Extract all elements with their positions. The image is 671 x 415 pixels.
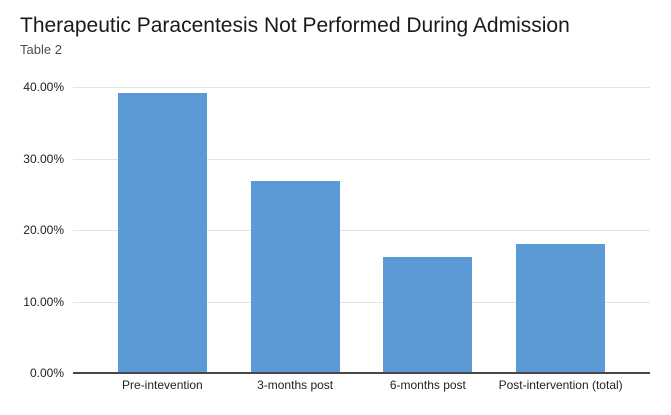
x-tick-label: 6-months post bbox=[389, 378, 466, 392]
chart-subtitle: Table 2 bbox=[20, 42, 62, 57]
bar-slot bbox=[229, 87, 362, 373]
plot-area bbox=[73, 87, 650, 374]
y-tick-label: 30.00% bbox=[23, 151, 64, 166]
gridline bbox=[73, 87, 650, 88]
gridline bbox=[73, 230, 650, 231]
bar-2 bbox=[250, 181, 340, 373]
y-tick-label: 0.00% bbox=[29, 366, 64, 380]
bar-slot bbox=[96, 87, 229, 373]
gridline bbox=[73, 302, 650, 303]
y-tick-label: 40.00% bbox=[23, 80, 64, 94]
y-tick-label: 20.00% bbox=[23, 223, 64, 237]
gridline bbox=[73, 159, 650, 160]
bar-slot bbox=[494, 87, 627, 373]
gridlines bbox=[73, 87, 650, 373]
x-tick-label: Pre-intevention bbox=[122, 378, 203, 392]
x-axis-labels: Pre-intevention 3-months post 6-months pos… bbox=[96, 378, 627, 393]
bar-slot bbox=[362, 87, 495, 373]
bar-1 bbox=[117, 92, 207, 373]
x-tick-label: 3-months post bbox=[257, 378, 334, 392]
x-axis-line bbox=[73, 372, 650, 374]
bar-4 bbox=[516, 244, 606, 373]
bars-row bbox=[96, 87, 627, 373]
y-tick-label: 10.00% bbox=[23, 294, 64, 309]
x-tick-label: Post-intervention (total) bbox=[498, 378, 623, 392]
bar-3 bbox=[383, 257, 473, 373]
chart-title: Therapeutic Paracentesis Not Performed D… bbox=[20, 14, 570, 37]
